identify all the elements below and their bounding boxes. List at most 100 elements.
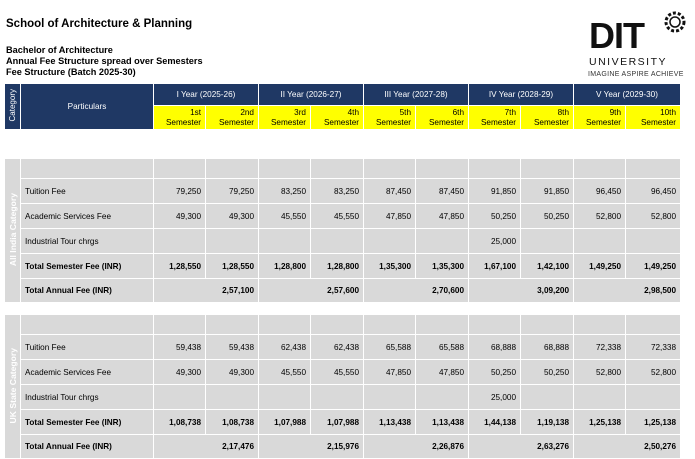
- fee-cell: 1,07,988: [310, 409, 364, 435]
- fee-cell: [258, 228, 311, 254]
- fee-cell: [415, 384, 469, 410]
- fee-cell: 50,250: [520, 203, 574, 229]
- fee-cell: 1,42,100: [520, 253, 574, 279]
- annual-fee-cell: 2,98,500: [573, 278, 681, 303]
- dit-university-logo: DIT UNIVERSITY IMAGINE ASPIRE ACHIEVE: [585, 8, 693, 82]
- fee-cell: 50,250: [520, 359, 574, 385]
- fee-cell: 87,450: [415, 178, 469, 204]
- semester-header: 10th Semester: [625, 105, 681, 130]
- fee-table-header: Category Particulars I Year (2025-26) II…: [4, 83, 681, 130]
- structure-title: Annual Fee Structure spread over Semeste…: [6, 56, 203, 66]
- semester-header: 9th Semester: [573, 105, 626, 130]
- fee-cell: 49,300: [153, 359, 206, 385]
- fee-cell: 62,438: [258, 334, 311, 360]
- fee-cell: 59,438: [205, 334, 259, 360]
- row-label: Academic Services Fee: [20, 359, 154, 385]
- fee-cell: 1,28,800: [258, 253, 311, 279]
- semester-header: 6th Semester: [415, 105, 469, 130]
- fee-cell: 91,850: [520, 178, 574, 204]
- fee-cell: [205, 384, 259, 410]
- fee-cell: [258, 384, 311, 410]
- fee-cell: 96,450: [625, 178, 681, 204]
- fee-cell: 49,300: [205, 203, 259, 229]
- annual-fee-cell: 3,09,200: [468, 278, 574, 303]
- table-row: Industrial Tour chrgs 25,000: [5, 228, 681, 254]
- fee-cell: 87,450: [363, 178, 416, 204]
- year-header: III Year (2027-28): [363, 83, 469, 106]
- fee-cell: 1,44,138: [468, 409, 521, 435]
- fee-cell: 65,588: [415, 334, 469, 360]
- semester-header: 2nd Semester: [205, 105, 259, 130]
- fee-cell: 1,49,250: [573, 253, 626, 279]
- row-label: Tuition Fee: [20, 178, 154, 204]
- fee-cell: 52,800: [573, 359, 626, 385]
- annual-fee-cell: 2,17,476: [153, 434, 259, 459]
- fee-cell: 25,000: [468, 384, 521, 410]
- fee-cell: [573, 228, 626, 254]
- semester-header: 7th Semester: [468, 105, 521, 130]
- row-label: Total Semester Fee (INR): [20, 409, 154, 435]
- fee-cell: 72,338: [573, 334, 626, 360]
- logo-tagline: IMAGINE ASPIRE ACHIEVE: [588, 71, 684, 78]
- fee-cell: 25,000: [468, 228, 521, 254]
- fee-cell: 1,07,988: [258, 409, 311, 435]
- fee-cell: 1,49,250: [625, 253, 681, 279]
- row-label: Total Annual Fee (INR): [20, 434, 154, 459]
- fee-cell: 1,28,550: [205, 253, 259, 279]
- fee-cell: 1,08,738: [205, 409, 259, 435]
- year-header: V Year (2029-30): [573, 83, 681, 106]
- fee-cell: 47,850: [363, 203, 416, 229]
- row-label: Total Annual Fee (INR): [20, 278, 154, 303]
- header: School of Architecture & Planning: [6, 18, 192, 30]
- fee-cell: 1,13,438: [415, 409, 469, 435]
- table-row: Tuition Fee 79,250 79,250 83,250 83,250 87,45…: [5, 178, 681, 204]
- gear-icon: [664, 11, 686, 33]
- fee-cell: 49,300: [153, 203, 206, 229]
- fee-cell: 79,250: [153, 178, 206, 204]
- fee-cell: 49,300: [205, 359, 259, 385]
- table-row: Academic Services Fee 49,300 49,300 45,550 4…: [5, 203, 681, 229]
- fee-cell: 45,550: [258, 359, 311, 385]
- table-row: Total Semester Fee (INR) 1,28,550 1,28,550…: [5, 253, 681, 279]
- fee-cell: 1,35,300: [415, 253, 469, 279]
- fee-cell: 65,588: [363, 334, 416, 360]
- fee-cell: [205, 228, 259, 254]
- table-row: Academic Services Fee 49,300 49,300 45,550 4…: [5, 359, 681, 385]
- fee-cell: 1,28,800: [310, 253, 364, 279]
- fee-cell: 68,888: [520, 334, 574, 360]
- fee-cell: [310, 384, 364, 410]
- fee-cell: 47,850: [363, 359, 416, 385]
- fee-cell: 1,19,138: [520, 409, 574, 435]
- category-label: UK State Category: [4, 314, 21, 459]
- semester-header: 5th Semester: [363, 105, 416, 130]
- fee-cell: [310, 228, 364, 254]
- fee-cell: 45,550: [310, 203, 364, 229]
- fee-cell: 1,25,138: [573, 409, 626, 435]
- table-row: Total Semester Fee (INR) 1,08,738 1,08,738…: [5, 409, 681, 435]
- semester-header: 4th Semester: [310, 105, 364, 130]
- fee-cell: [625, 384, 681, 410]
- year-header: II Year (2026-27): [258, 83, 364, 106]
- batch-title: Fee Structure (Batch 2025-30): [6, 67, 136, 77]
- fee-cell: 45,550: [258, 203, 311, 229]
- fee-cell: 45,550: [310, 359, 364, 385]
- annual-fee-cell: 2,57,600: [258, 278, 364, 303]
- fee-cell: 50,250: [468, 359, 521, 385]
- table-row: Tuition Fee 59,438 59,438 62,438 62,438 65,58…: [5, 334, 681, 360]
- category-label: All India Category: [4, 158, 21, 303]
- particulars-header: Particulars: [20, 83, 154, 130]
- row-label: Academic Services Fee: [20, 203, 154, 229]
- fee-cell: 1,08,738: [153, 409, 206, 435]
- annual-total-row: Total Annual Fee (INR) 2,57,100 2,57,600 2,…: [5, 278, 681, 303]
- fee-cell: 52,800: [625, 203, 681, 229]
- fee-cell: [153, 384, 206, 410]
- fee-cell: 62,438: [310, 334, 364, 360]
- row-label: Tuition Fee: [20, 334, 154, 360]
- annual-fee-cell: 2,50,276: [573, 434, 681, 459]
- fee-cell: [520, 228, 574, 254]
- semester-header: 8th Semester: [520, 105, 574, 130]
- fee-cell: 52,800: [625, 359, 681, 385]
- fee-cell: [520, 384, 574, 410]
- program-title: Bachelor of Architecture: [6, 45, 113, 55]
- logo-text: DIT: [589, 15, 645, 56]
